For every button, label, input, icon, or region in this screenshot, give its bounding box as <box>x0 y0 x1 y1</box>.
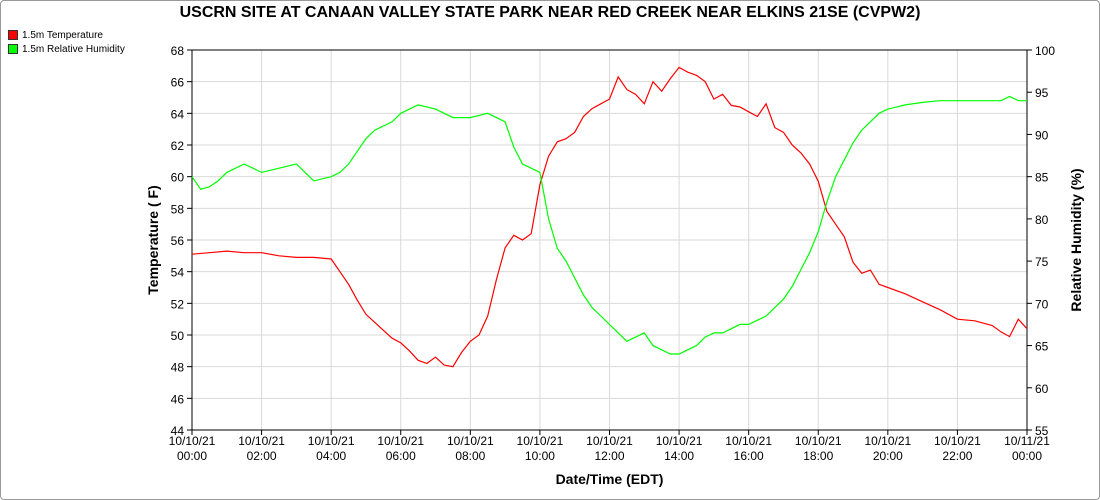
legend-item-temperature: 1.5m Temperature <box>8 28 125 42</box>
legend-swatch-humidity <box>8 44 18 54</box>
y-left-tick-label: 50 <box>171 329 185 343</box>
y-left-tick-label: 46 <box>171 392 185 406</box>
y-right-tick-label: 95 <box>1035 86 1049 100</box>
x-tick-date-label: 10/10/21 <box>586 434 633 448</box>
y-left-tick-label: 48 <box>171 361 185 375</box>
legend: 1.5m Temperature 1.5m Relative Humidity <box>8 28 125 56</box>
x-tick-date-label: 10/10/21 <box>934 434 981 448</box>
y-left-tick-label: 60 <box>171 171 185 185</box>
x-tick-date-label: 10/10/21 <box>864 434 911 448</box>
x-tick-time-label: 16:00 <box>734 449 764 463</box>
x-tick-date-label: 10/10/21 <box>725 434 772 448</box>
x-tick-date-label: 10/11/21 <box>1004 434 1050 448</box>
x-tick-time-label: 22:00 <box>942 449 972 463</box>
x-tick-time-label: 00:00 <box>177 449 207 463</box>
x-tick-date-label: 10/10/21 <box>169 434 216 448</box>
y-right-tick-label: 55 <box>1035 424 1049 438</box>
chart-title: USCRN SITE AT CANAAN VALLEY STATE PARK N… <box>179 4 921 21</box>
y-left-tick-label: 52 <box>171 297 185 311</box>
y-left-tick-label: 54 <box>171 266 185 280</box>
x-tick-time-label: 12:00 <box>594 449 624 463</box>
series-line-humidity <box>191 95 1027 355</box>
y-right-tick-label: 100 <box>1035 44 1055 58</box>
legend-label-temperature: 1.5m Temperature <box>22 29 103 41</box>
y-left-tick-label: 66 <box>171 76 185 90</box>
y-left-tick-label: 62 <box>171 139 185 153</box>
grid-lines <box>191 49 1028 431</box>
x-axis-title: Date/Time (EDT) <box>556 471 664 487</box>
y-axis-right-title: Relative Humidity (%) <box>1068 168 1084 311</box>
x-tick-time-label: 20:00 <box>873 449 903 463</box>
x-tick-time-label: 06:00 <box>386 449 416 463</box>
x-tick-time-label: 08:00 <box>455 449 485 463</box>
series-line-temperature <box>191 66 1028 368</box>
series-lines <box>191 66 1028 368</box>
x-tick-time-label: 10:00 <box>525 449 555 463</box>
y-right-tick-label: 70 <box>1035 297 1049 311</box>
x-tick-time-label: 18:00 <box>803 449 833 463</box>
y-left-tick-label: 64 <box>171 107 185 121</box>
legend-label-humidity: 1.5m Relative Humidity <box>22 43 125 55</box>
x-tick-date-label: 10/10/21 <box>656 434 703 448</box>
y-right-tick-label: 75 <box>1035 255 1049 269</box>
y-axis-right-ticks: 55 60 65 70 75 80 85 90 95 100 <box>1027 44 1055 438</box>
y-right-tick-label: 60 <box>1035 382 1049 396</box>
x-tick-time-label: 02:00 <box>247 449 277 463</box>
x-tick-date-label: 10/10/21 <box>517 434 564 448</box>
x-tick-time-label: 00:00 <box>1012 449 1042 463</box>
y-right-tick-label: 90 <box>1035 128 1049 142</box>
y-left-tick-label: 56 <box>171 234 185 248</box>
y-left-tick-label: 58 <box>171 202 185 216</box>
y-right-tick-label: 65 <box>1035 340 1049 354</box>
x-tick-date-label: 10/10/21 <box>308 434 355 448</box>
y-right-tick-label: 80 <box>1035 213 1049 227</box>
x-tick-time-label: 04:00 <box>316 449 346 463</box>
x-tick-date-label: 10/10/21 <box>238 434 285 448</box>
y-left-tick-label: 44 <box>171 424 185 438</box>
x-tick-date-label: 10/10/21 <box>377 434 424 448</box>
y-axis-left-ticks: 44 46 48 50 52 54 56 58 60 62 64 66 68 <box>171 44 192 438</box>
legend-swatch-temperature <box>8 30 18 40</box>
x-axis-ticks: 10/10/2100:0010/10/2102:0010/10/2104:001… <box>169 430 1050 463</box>
y-left-tick-label: 68 <box>171 44 185 58</box>
x-tick-date-label: 10/10/21 <box>795 434 842 448</box>
y-right-tick-label: 85 <box>1035 171 1049 185</box>
y-axis-left-title: Temperature ( F) <box>145 185 161 294</box>
x-tick-date-label: 10/10/21 <box>447 434 494 448</box>
x-tick-time-label: 14:00 <box>664 449 694 463</box>
legend-item-humidity: 1.5m Relative Humidity <box>8 42 125 56</box>
